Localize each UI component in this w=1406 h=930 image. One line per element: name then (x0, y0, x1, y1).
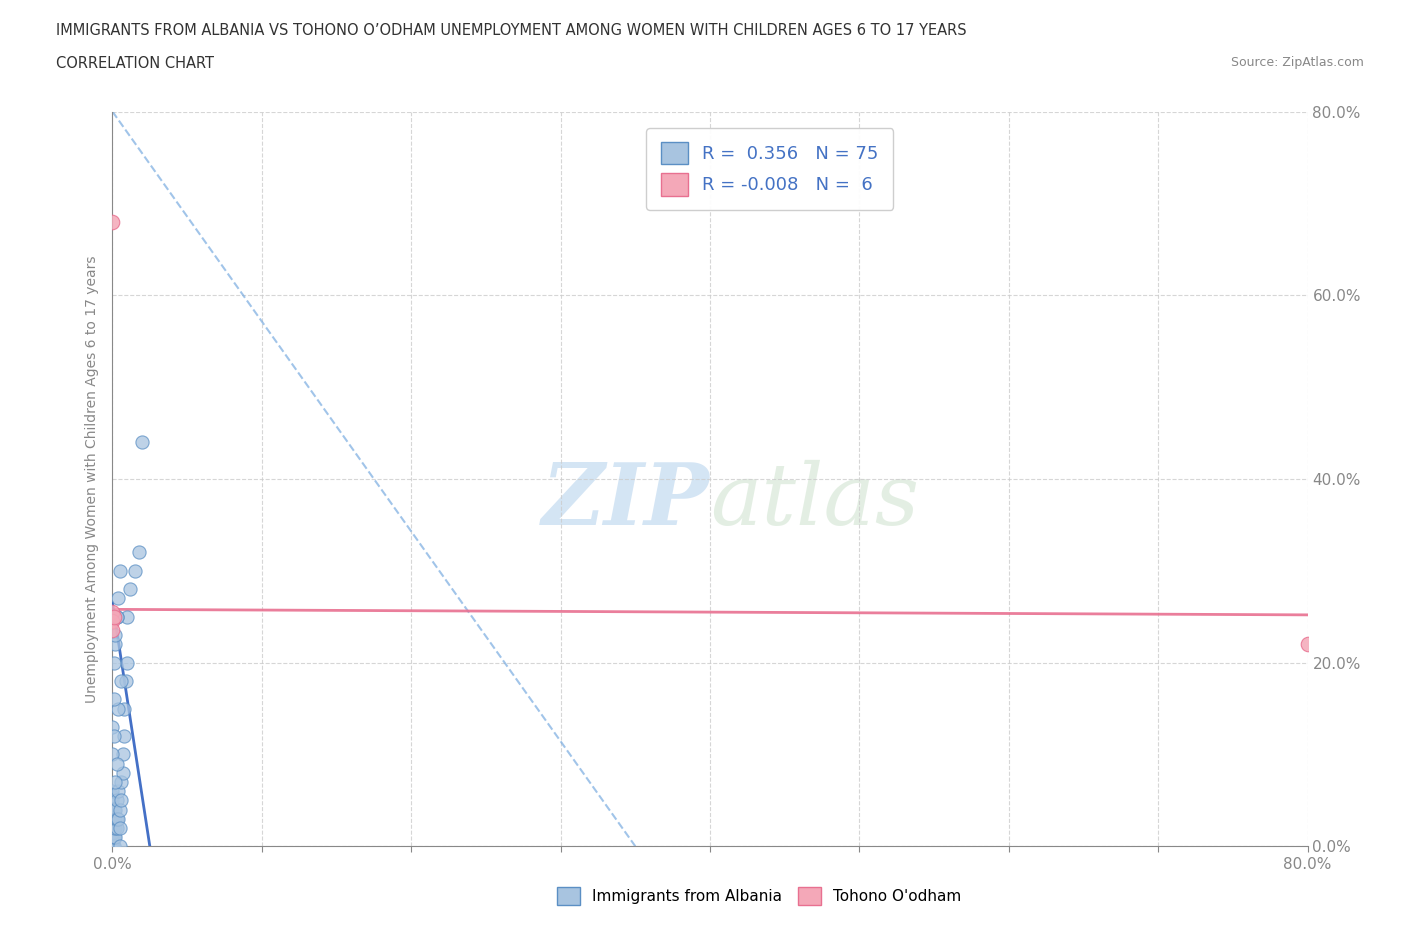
Point (124, 564, 146, 578)
Point (101, 839, 124, 854)
Point (108, 564, 131, 578)
Point (110, 673, 132, 688)
Point (111, 747, 134, 762)
Point (101, 784, 124, 799)
Point (101, 839, 124, 854)
Point (101, 720, 124, 735)
Point (101, 604, 124, 619)
Point (105, 793, 128, 808)
Point (117, 655, 139, 670)
Text: Source: ZipAtlas.com: Source: ZipAtlas.com (1230, 56, 1364, 69)
Point (105, 609, 128, 624)
Point (104, 811, 127, 826)
Point (101, 816, 124, 830)
Point (105, 756, 128, 771)
Point (101, 793, 124, 808)
Legend: Immigrants from Albania, Tohono O'odham: Immigrants from Albania, Tohono O'odham (550, 879, 969, 913)
Point (101, 839, 124, 854)
Point (101, 802, 124, 817)
Point (103, 655, 125, 670)
Point (114, 729, 135, 744)
Point (103, 802, 125, 817)
Point (120, 582, 142, 597)
Point (104, 775, 127, 790)
Point (101, 834, 124, 849)
Point (101, 839, 124, 854)
Point (101, 839, 124, 854)
Point (101, 839, 124, 854)
Point (107, 701, 129, 716)
Point (104, 802, 127, 817)
Point (101, 820, 124, 835)
Text: atlas: atlas (710, 459, 920, 542)
Text: CORRELATION CHART: CORRELATION CHART (56, 56, 214, 71)
Point (103, 811, 125, 826)
Point (108, 839, 131, 854)
Point (107, 811, 129, 826)
Point (101, 623, 124, 638)
Point (105, 609, 128, 624)
Point (131, 435, 153, 450)
Point (101, 839, 124, 854)
Text: ZIP: ZIP (543, 459, 710, 543)
Point (128, 545, 150, 560)
Point (104, 820, 127, 835)
Point (101, 839, 124, 854)
Point (101, 806, 124, 821)
Point (101, 830, 124, 844)
Point (104, 830, 127, 844)
Point (101, 839, 124, 854)
Point (117, 609, 139, 624)
Point (103, 609, 125, 624)
Point (103, 830, 125, 844)
Point (101, 839, 124, 854)
Point (110, 793, 132, 808)
Point (108, 820, 131, 835)
Point (101, 825, 124, 840)
Point (101, 614, 124, 629)
Point (105, 811, 128, 826)
Point (103, 839, 125, 854)
Point (111, 765, 134, 780)
Point (101, 839, 124, 854)
Point (104, 637, 127, 652)
Point (101, 214, 124, 229)
Y-axis label: Unemployment Among Women with Children Ages 6 to 17 years: Unemployment Among Women with Children A… (84, 255, 98, 703)
Point (104, 628, 127, 643)
Point (101, 798, 124, 813)
Point (1296, 637, 1319, 652)
Text: IMMIGRANTS FROM ALBANIA VS TOHONO O’ODHAM UNEMPLOYMENT AMONG WOMEN WITH CHILDREN: IMMIGRANTS FROM ALBANIA VS TOHONO O’ODHA… (56, 23, 967, 38)
Point (101, 820, 124, 835)
Point (101, 747, 124, 762)
Point (108, 802, 131, 817)
Point (105, 820, 128, 835)
Point (101, 839, 124, 854)
Point (115, 673, 138, 688)
Point (114, 701, 135, 716)
Point (101, 811, 124, 826)
Point (103, 820, 125, 835)
Point (101, 839, 124, 854)
Point (101, 839, 124, 854)
Point (101, 834, 124, 849)
Point (107, 784, 129, 799)
Point (101, 789, 124, 804)
Point (103, 729, 125, 744)
Point (110, 775, 132, 790)
Point (107, 591, 129, 605)
Point (103, 692, 125, 707)
Legend: R =  0.356   N = 75, R = -0.008   N =  6: R = 0.356 N = 75, R = -0.008 N = 6 (647, 128, 893, 210)
Point (101, 839, 124, 854)
Point (101, 830, 124, 844)
